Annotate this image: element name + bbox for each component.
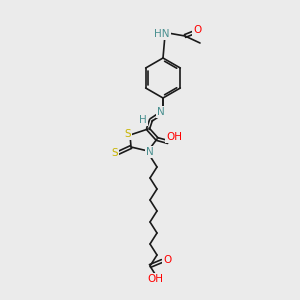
Text: S: S: [112, 148, 118, 158]
Text: OH: OH: [166, 132, 182, 142]
Text: H: H: [139, 115, 147, 125]
Text: S: S: [125, 129, 131, 139]
Text: O: O: [163, 255, 171, 265]
Text: HN: HN: [154, 29, 170, 39]
Text: O: O: [193, 25, 201, 35]
Text: N: N: [146, 147, 154, 157]
Text: OH: OH: [147, 274, 163, 284]
Text: N: N: [157, 107, 165, 117]
